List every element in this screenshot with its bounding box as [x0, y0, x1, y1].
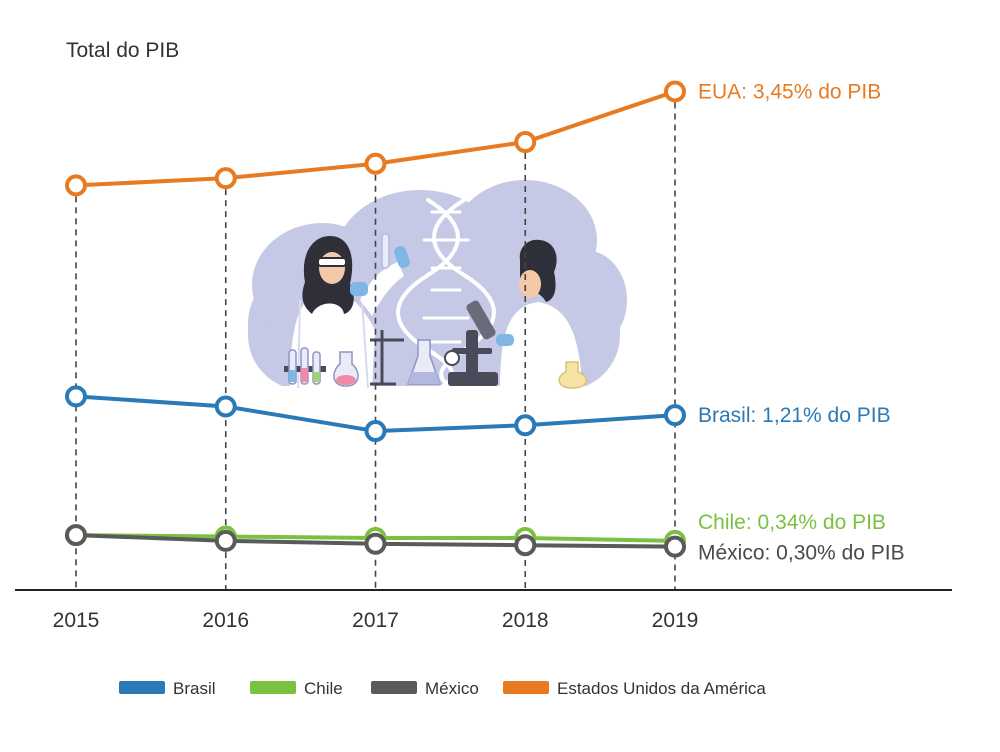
legend-label: Brasil	[173, 679, 216, 698]
legend: Brasil Chile México Estados Unidos da Améri…	[119, 679, 766, 698]
scientist-left-icon	[290, 233, 410, 389]
x-tick-label: 2019	[652, 609, 699, 632]
end-label: EUA: 3,45% do PIB	[698, 80, 881, 103]
lab-illustration	[248, 180, 627, 391]
legend-swatch	[250, 681, 296, 694]
legend-label: Chile	[304, 679, 343, 698]
data-point-mexico-2016	[214, 529, 237, 552]
data-point-brasil-2016	[214, 395, 237, 418]
data-point-estados-unidos-da-america-2016	[214, 167, 237, 190]
test-tubes-icon	[284, 347, 326, 385]
legend-label: Estados Unidos da América	[557, 679, 766, 698]
series-end-labels: EUA: 3,45% do PIB Brasil: 1,21% do PIB Chi…	[698, 80, 905, 564]
microscope-icon	[444, 300, 498, 386]
data-point-mexico-2017	[364, 532, 387, 555]
data-point-estados-unidos-da-america-2017	[364, 152, 387, 175]
end-label: México: 0,30% do PIB	[698, 542, 905, 565]
x-tick-label: 2017	[352, 609, 399, 632]
data-point-estados-unidos-da-america-2018	[514, 131, 537, 154]
x-tick-label: 2016	[202, 609, 249, 632]
x-axis-ticks: 2015 2016 2017 2018 2019	[53, 609, 699, 632]
scientist-right-icon	[496, 239, 582, 388]
data-point-brasil-2018	[514, 414, 537, 437]
series-estados-unidos-da-america	[65, 80, 686, 197]
data-point-mexico-2018	[514, 534, 537, 557]
legend-label: México	[425, 679, 479, 698]
end-label: Chile: 0,34% do PIB	[698, 511, 886, 534]
flasks-icon	[333, 339, 587, 389]
data-point-brasil-2015	[65, 385, 87, 408]
data-point-estados-unidos-da-america-2019	[664, 80, 686, 103]
data-point-estados-unidos-da-america-2015	[65, 174, 87, 197]
series-layer	[65, 80, 686, 558]
x-tick-label: 2015	[53, 609, 100, 632]
data-point-brasil-2019	[664, 404, 686, 427]
data-point-brasil-2017	[364, 420, 387, 443]
dna-helix-icon	[396, 198, 496, 390]
legend-swatch	[371, 681, 417, 694]
data-point-mexico-2019	[664, 535, 686, 558]
chart-title: Total do PIB	[66, 39, 179, 62]
data-point-mexico-2015	[65, 524, 87, 547]
series-mexico	[65, 524, 686, 558]
end-label: Brasil: 1,21% do PIB	[698, 404, 891, 427]
x-tick-label: 2018	[502, 609, 549, 632]
series-brasil	[65, 385, 686, 443]
legend-swatch	[503, 681, 549, 694]
legend-swatch	[119, 681, 165, 694]
